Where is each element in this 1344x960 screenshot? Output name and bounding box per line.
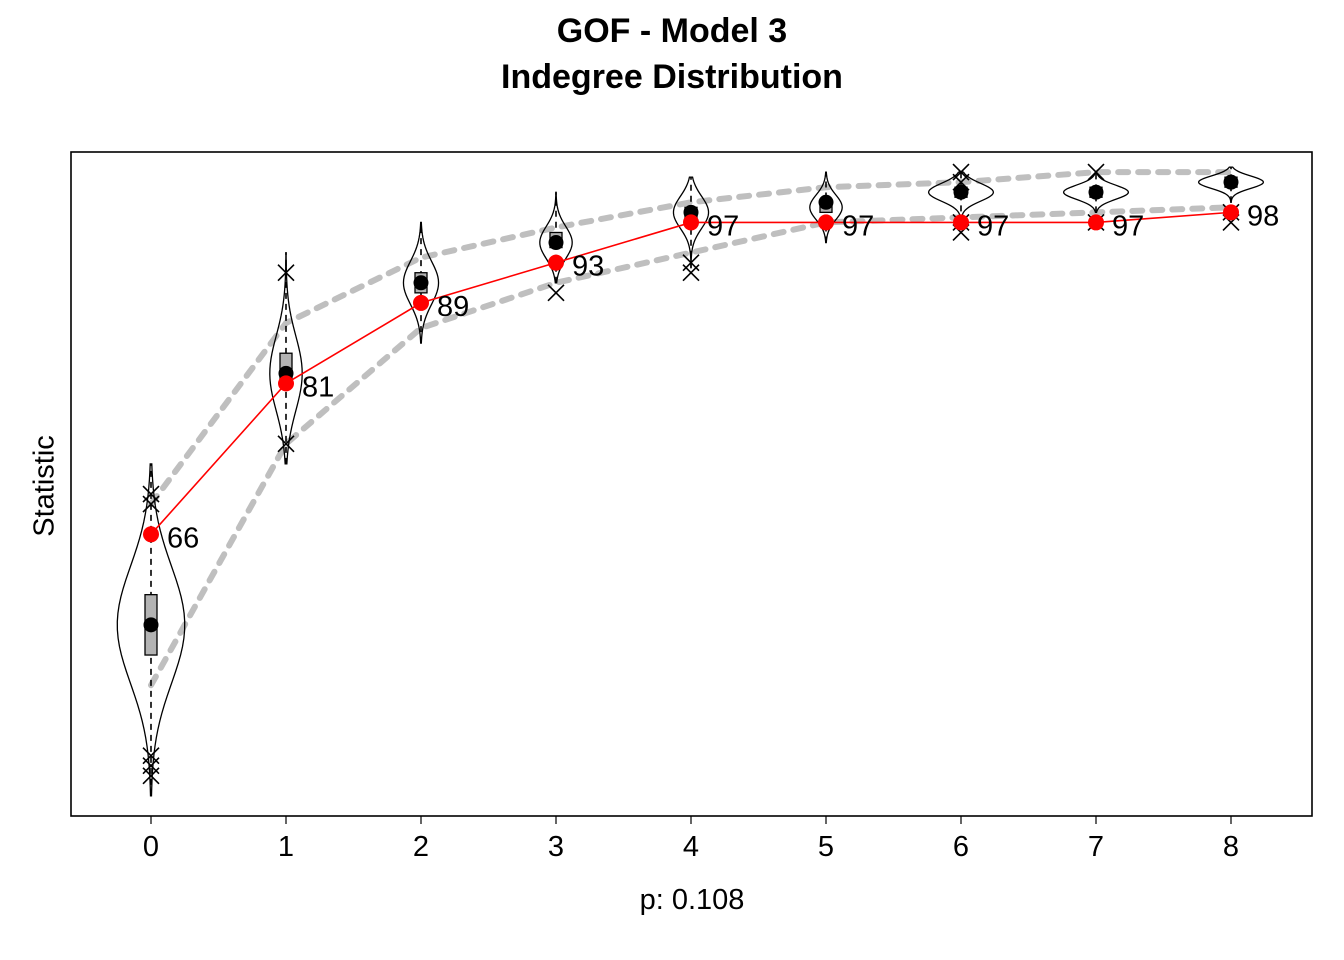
observed-point bbox=[413, 294, 429, 311]
violin-shape bbox=[402, 221, 440, 344]
x-axis-label: p: 0.108 bbox=[639, 884, 745, 916]
observed-point bbox=[683, 214, 699, 231]
observed-value-label: 81 bbox=[302, 371, 334, 403]
simulated-mean-point bbox=[548, 235, 564, 251]
simulated-mean-point bbox=[1223, 174, 1239, 190]
x-tick-label: 2 bbox=[413, 831, 429, 863]
series-lower-bound bbox=[148, 204, 1234, 689]
x-tick-label: 1 bbox=[278, 831, 294, 863]
x-tick-label: 0 bbox=[143, 831, 159, 863]
observed-point bbox=[278, 375, 294, 392]
observed-value-label: 89 bbox=[437, 291, 469, 323]
outlier-mark bbox=[952, 163, 970, 181]
x-tick-label: 8 bbox=[1223, 831, 1239, 863]
outlier-mark bbox=[1087, 163, 1105, 181]
observed-point bbox=[548, 254, 564, 271]
observed-value-label: 97 bbox=[842, 210, 874, 242]
y-axis-label: Statistic bbox=[28, 435, 61, 537]
simulated-mean-point bbox=[818, 194, 834, 210]
simulated-mean-point bbox=[953, 184, 969, 200]
outlier-mark bbox=[142, 485, 160, 503]
violin-shape bbox=[927, 171, 995, 224]
observed-point bbox=[1223, 204, 1239, 221]
x-tick-label: 5 bbox=[818, 831, 834, 863]
chart-subtitle: Indegree Distribution bbox=[501, 58, 843, 96]
observed-point bbox=[818, 214, 834, 231]
observed-value-label: 97 bbox=[977, 210, 1009, 242]
observed-value-label: 98 bbox=[1247, 200, 1279, 232]
outlier-mark bbox=[277, 264, 295, 282]
x-tick-label: 6 bbox=[953, 831, 969, 863]
observed-point bbox=[143, 526, 159, 543]
violin-group bbox=[116, 463, 186, 797]
simulated-mean-point bbox=[1088, 184, 1104, 200]
violin-shape bbox=[116, 463, 186, 797]
series-upper-bound bbox=[148, 169, 1234, 508]
observed-point bbox=[953, 214, 969, 231]
x-tick-label: 7 bbox=[1088, 831, 1104, 863]
observed-point bbox=[1088, 214, 1104, 231]
outlier-mark bbox=[277, 435, 295, 453]
simulated-mean-point bbox=[143, 617, 159, 633]
x-tick-label: 4 bbox=[683, 831, 699, 863]
outlier-mark bbox=[682, 254, 700, 272]
violin-shape bbox=[672, 176, 710, 269]
violin-group bbox=[269, 251, 303, 465]
simulated-mean-point bbox=[413, 275, 429, 291]
observed-value-label: 93 bbox=[572, 251, 604, 283]
chart-title: GOF - Model 3 bbox=[556, 12, 788, 50]
observed-value-label: 97 bbox=[707, 210, 739, 242]
outlier-mark bbox=[142, 747, 160, 765]
observed-value-label: 66 bbox=[167, 522, 199, 554]
observed-value-label: 97 bbox=[1112, 210, 1144, 242]
outlier-mark bbox=[547, 284, 565, 302]
x-tick-label: 3 bbox=[548, 831, 564, 863]
violin-shape bbox=[1197, 166, 1265, 203]
